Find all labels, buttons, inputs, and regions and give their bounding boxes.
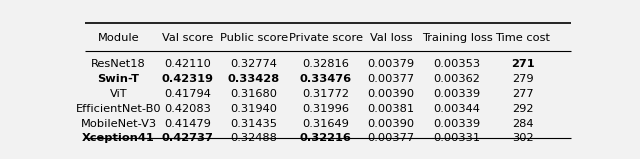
Text: 0.00339: 0.00339	[433, 118, 481, 128]
Text: Xception41: Xception41	[82, 133, 155, 143]
Text: 0.41479: 0.41479	[164, 118, 211, 128]
Text: 0.42737: 0.42737	[162, 133, 214, 143]
Text: 0.32216: 0.32216	[300, 133, 351, 143]
Text: 0.42083: 0.42083	[164, 104, 211, 114]
Text: 0.31996: 0.31996	[302, 104, 349, 114]
Text: 0.32488: 0.32488	[230, 133, 277, 143]
Text: Swin-T: Swin-T	[97, 74, 140, 84]
Text: 0.00379: 0.00379	[367, 59, 415, 69]
Text: 0.00377: 0.00377	[367, 74, 415, 84]
Text: 0.31772: 0.31772	[302, 89, 349, 99]
Text: 0.00377: 0.00377	[367, 133, 415, 143]
Text: ResNet18: ResNet18	[91, 59, 146, 69]
Text: 0.00339: 0.00339	[433, 89, 481, 99]
Text: 277: 277	[512, 89, 534, 99]
Text: 284: 284	[512, 118, 533, 128]
Text: 0.00353: 0.00353	[433, 59, 481, 69]
Text: 292: 292	[512, 104, 533, 114]
Text: 0.31649: 0.31649	[302, 118, 349, 128]
Text: 0.33476: 0.33476	[300, 74, 351, 84]
Text: 0.00390: 0.00390	[367, 118, 415, 128]
Text: ViT: ViT	[109, 89, 127, 99]
Text: Module: Module	[98, 33, 140, 43]
Text: 302: 302	[512, 133, 534, 143]
Text: Time cost: Time cost	[495, 33, 550, 43]
Text: 271: 271	[511, 59, 534, 69]
Text: 0.42319: 0.42319	[162, 74, 214, 84]
Text: 0.32774: 0.32774	[230, 59, 277, 69]
Text: 0.31435: 0.31435	[230, 118, 277, 128]
Text: Training loss: Training loss	[422, 33, 492, 43]
Text: 0.33428: 0.33428	[228, 74, 280, 84]
Text: MobileNet-V3: MobileNet-V3	[81, 118, 157, 128]
Text: 0.41794: 0.41794	[164, 89, 211, 99]
Text: 279: 279	[512, 74, 534, 84]
Text: 0.31680: 0.31680	[230, 89, 277, 99]
Text: 0.32816: 0.32816	[302, 59, 349, 69]
Text: Private score: Private score	[289, 33, 362, 43]
Text: 0.31940: 0.31940	[230, 104, 277, 114]
Text: 0.00390: 0.00390	[367, 89, 415, 99]
Text: 0.00331: 0.00331	[433, 133, 481, 143]
Text: EfficientNet-B0: EfficientNet-B0	[76, 104, 161, 114]
Text: Public score: Public score	[220, 33, 287, 43]
Text: 0.00381: 0.00381	[367, 104, 415, 114]
Text: Val score: Val score	[163, 33, 214, 43]
Text: Val loss: Val loss	[370, 33, 413, 43]
Text: 0.42110: 0.42110	[164, 59, 211, 69]
Text: 0.00344: 0.00344	[433, 104, 481, 114]
Text: 0.00362: 0.00362	[433, 74, 481, 84]
